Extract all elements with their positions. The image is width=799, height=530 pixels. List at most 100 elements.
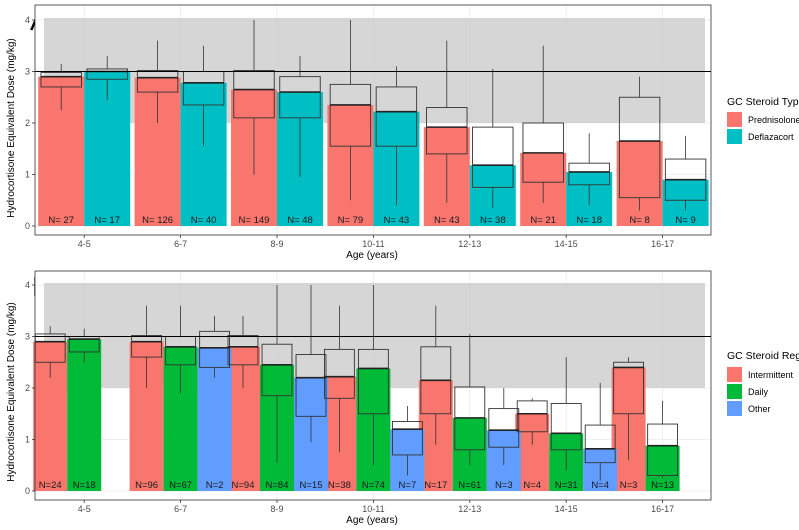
panel-a-n-label: N= 48 — [287, 215, 313, 226]
panel-b-y-tick-label: 4 — [25, 280, 30, 290]
panel-a-y-tick-label: 1 — [25, 170, 30, 180]
panel-b-n-label: N=38 — [328, 480, 351, 491]
panel-b-y-tick-label: 3 — [25, 332, 30, 342]
panel-b-legend-swatch-daily — [727, 384, 742, 399]
panel-a-n-label: N= 8 — [629, 215, 649, 226]
panel-a-x-tick-label: 16-17 — [651, 239, 674, 249]
panel-a-x-tick-label: 12-13 — [458, 239, 481, 249]
panel-b-y-tick-label: 1 — [25, 435, 30, 445]
panel-b-n-label: N=96 — [135, 480, 158, 491]
panel-b-x-tick-label: 8-9 — [270, 504, 283, 514]
panel-b-box — [199, 330, 231, 368]
panel-b-box — [295, 354, 327, 417]
panel-b-n-label: N=3 — [620, 480, 638, 491]
panel-a-legend-label-prednisolone: Prednisolone — [748, 115, 799, 125]
panel-b-bar-daily-16-17 — [645, 445, 680, 491]
panel-b-box — [488, 408, 520, 448]
panel-a-x-tick-label: 10-11 — [362, 239, 384, 249]
panel-a-legend-swatch-deflazacort — [727, 129, 742, 144]
panel-b-n-label: N=4 — [523, 480, 541, 491]
panel-b-x-tick-label: 10-11 — [362, 504, 384, 514]
panel-a-x-axis-title: Age (years) — [346, 250, 398, 261]
panel-b-n-label: N=61 — [458, 480, 481, 491]
panel-b-legend-label-daily: Daily — [748, 387, 769, 397]
panel-a-x-tick-label: 6-7 — [174, 239, 187, 249]
panel-a-n-label: N= 43 — [434, 215, 460, 226]
panel-b-box — [647, 423, 679, 476]
panel-a-n-label: N= 9 — [675, 215, 695, 226]
panel-b-n-label: N=2 — [206, 480, 224, 491]
panel-a-bar-deflazacort-6-7 — [180, 82, 227, 226]
panel-b-box — [261, 343, 293, 397]
panel-a-n-label: N= 43 — [384, 215, 410, 226]
panel-a-x-tick-label: 4-5 — [78, 239, 91, 249]
panel-b-x-tick-label: 16-17 — [651, 504, 674, 514]
panel-a-n-label: N= 27 — [48, 215, 74, 226]
panel-b-n-label: N=4 — [591, 480, 609, 491]
panel-b-bar-daily-4-5 — [67, 339, 102, 491]
panel-a-n-label: N= 40 — [191, 215, 217, 226]
panel-b-box — [227, 335, 259, 366]
panel-b-box — [550, 403, 582, 451]
panel-b-n-label: N=15 — [300, 480, 323, 491]
panel-a-x-tick-label: 8-9 — [270, 239, 283, 249]
panel-b-box — [131, 335, 163, 358]
panel-a-n-labels: N= 27 N= 126 N= 149 N= 79 N= 43 N= 21 N= 8 N= 1… — [48, 215, 695, 226]
panel-a-box — [136, 70, 179, 93]
panel-a-box — [86, 68, 128, 80]
panel-b-x-tick-label: 4-5 — [78, 504, 91, 514]
panel-a-n-label: N= 21 — [530, 215, 556, 226]
panel-b-y-axis-title: Hydrocortisone Equivalent Dose (mg/kg) — [6, 302, 17, 482]
panel-a-box — [279, 76, 321, 119]
panel-a-bar-prednisolone-16-17 — [616, 141, 663, 226]
panel-a-legend-label-deflazacort: Deflazacort — [748, 132, 794, 142]
panel-b-n-label: N=74 — [362, 480, 385, 491]
panel-b: B N=24N=96N=94N=38N=17N=4N=3N=18N=67N=84… — [6, 270, 799, 526]
panel-a-boxplots — [40, 20, 707, 211]
panel-a-legend-swatch-prednisolone — [727, 112, 742, 127]
panel-b-n-label: N=3 — [495, 480, 513, 491]
panel-a-n-label: N= 17 — [94, 215, 120, 226]
panel-b-n-labels: N=24 N=96 N=94 N=38 N=17 N=4 N=3 N=18 N=67 N=84 N=… — [39, 480, 674, 491]
panel-b-legend-label-other: Other — [748, 404, 771, 414]
panel-b-legend-swatch-other — [727, 401, 742, 416]
panel-a-n-label: N= 18 — [576, 215, 602, 226]
panel-a-box — [568, 162, 610, 186]
panel-a-box — [426, 107, 468, 155]
panel-b-box — [613, 361, 645, 415]
panel-b-box — [391, 421, 423, 456]
panel-b-x-axis-title: Age (years) — [346, 515, 398, 526]
panel-b-box — [357, 348, 389, 415]
panel-b-n-label: N=84 — [266, 480, 289, 491]
panel-b-x-tick-label: 12-13 — [458, 504, 481, 514]
panel-b-n-label: N=24 — [39, 480, 62, 491]
panel-a-box — [472, 126, 514, 188]
panel-b-n-label: N=18 — [73, 480, 96, 491]
panel-a-box — [375, 86, 418, 147]
panel-b-legend-swatch-intermittent — [727, 367, 742, 382]
panel-a-y-axis-title: Hydrocortisone Equivalent Dose (mg/kg) — [6, 38, 17, 218]
panel-b-x-tick-label: 14-15 — [555, 504, 578, 514]
panel-b-y-tick-label: 0 — [25, 486, 30, 496]
panel-a-box — [40, 72, 82, 88]
panel-a-y-tick-label: 3 — [25, 67, 30, 77]
panel-b-n-label: N=13 — [651, 480, 674, 491]
panel-b-legend: GC Steroid Regime Intermittent Daily Other — [727, 350, 799, 416]
panel-b-x-tick-label: 6-7 — [174, 504, 187, 514]
panel-a-box — [233, 70, 275, 119]
panel-b-boxplots — [34, 285, 679, 481]
panel-a-x-tick-label: 14-15 — [555, 239, 578, 249]
panel-a-n-label: N= 79 — [338, 215, 364, 226]
panel-b-bar-intermittent-14-15 — [515, 413, 550, 491]
panel-b-n-label: N=7 — [399, 480, 417, 491]
panel-b-y-tick-label: 2 — [25, 383, 30, 393]
panel-a-box — [618, 96, 661, 199]
panel-b-n-label: N=67 — [169, 480, 192, 491]
panel-a-legend: GC Steroid Type Prednisolone Deflazacort — [727, 96, 799, 144]
panel-a-y-tick-label: 2 — [25, 118, 30, 128]
panel-b-box — [323, 348, 355, 399]
panel-a-n-label: N= 126 — [142, 215, 173, 226]
panel-b-box — [584, 424, 616, 464]
